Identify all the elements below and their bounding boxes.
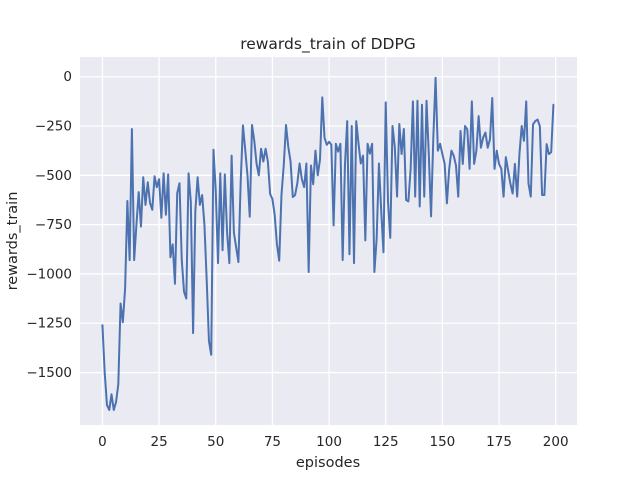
x-tick-label: 150 [429,434,455,450]
chart-title: rewards_train of DDPG [240,35,416,54]
y-tick-label: −1000 [26,266,72,282]
x-tick-label: 25 [151,434,168,450]
x-tick-label: 200 [543,434,569,450]
x-tick-label: 75 [264,434,281,450]
y-tick-label: −1500 [26,365,72,381]
x-tick-label: 175 [486,434,512,450]
x-tick-label: 100 [316,434,342,450]
y-tick-label: −250 [35,119,72,135]
data-series-line [101,76,555,412]
x-tick-label: 0 [98,434,107,450]
x-tick-labels: 0 25 50 75 100 125 150 175 200 [98,434,568,450]
y-tick-label: −1250 [26,316,72,332]
y-axis-label: rewards_train [5,192,21,291]
grid-lines [80,57,577,425]
y-tick-labels: 0 −250 −500 −750 −1000 −1250 −1500 [26,69,72,381]
y-tick-label: 0 [63,69,72,85]
x-tick-label: 50 [207,434,224,450]
series-rewards_train [101,76,555,412]
y-tick-label: −750 [35,217,72,233]
y-tick-label: −500 [35,168,72,184]
x-axis-label: episodes [296,455,360,471]
x-tick-label: 125 [373,434,399,450]
